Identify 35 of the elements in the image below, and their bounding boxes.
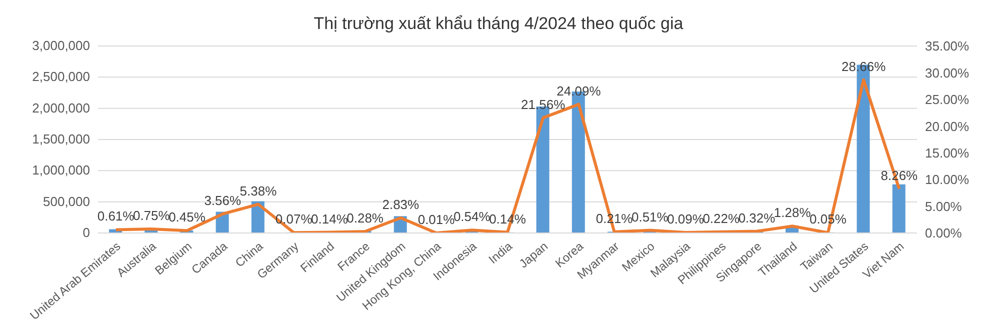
data-label: 3.56% <box>204 192 242 208</box>
data-label: 2.83% <box>382 196 420 212</box>
y-tick-label: 1,500,000 <box>32 132 90 146</box>
y2-tick-label: 0.00% <box>925 226 962 241</box>
data-label: 0.51% <box>631 209 669 224</box>
y-tick-label: 2,500,000 <box>32 69 90 84</box>
y-tick-label: 2,000,000 <box>32 100 90 116</box>
data-label: 0.45% <box>168 210 206 225</box>
chart-title: Thị trường xuất khẩu tháng 4/2024 theo quốc gia <box>312 13 684 35</box>
data-label: 0.01% <box>418 212 456 227</box>
data-label: 0.54% <box>453 209 491 224</box>
data-label: 0.28% <box>346 210 384 226</box>
x-tick-label: India <box>486 238 516 267</box>
data-label: 5.38% <box>240 183 278 198</box>
data-label: 24.09% <box>556 83 602 98</box>
y2-tick-label: 30.00% <box>925 65 970 80</box>
data-label: 0.09% <box>667 212 704 227</box>
data-label: 28.66% <box>842 58 886 74</box>
y2-tick-label: 35.00% <box>925 38 970 54</box>
data-label: 0.22% <box>702 210 740 226</box>
y2-tick-label: 20.00% <box>925 118 970 134</box>
y-tick-label: 3,000,000 <box>32 38 90 53</box>
data-label: 0.61% <box>97 208 135 224</box>
data-label: 1.28% <box>774 205 812 220</box>
data-label: 0.75% <box>132 208 170 223</box>
y-tick-label: 0 <box>82 225 90 240</box>
y2-tick-label: 15.00% <box>925 145 970 160</box>
data-label: 0.32% <box>738 210 776 226</box>
y2-tick-label: 10.00% <box>925 172 970 188</box>
data-label: 21.56% <box>521 96 566 112</box>
y-tick-label: 1,000,000 <box>32 162 90 178</box>
y2-tick-label: 5.00% <box>925 198 962 214</box>
data-label: 0.14% <box>311 211 348 226</box>
y2-tick-label: 25.00% <box>925 92 970 108</box>
y-tick-label: 500,000 <box>43 194 90 209</box>
